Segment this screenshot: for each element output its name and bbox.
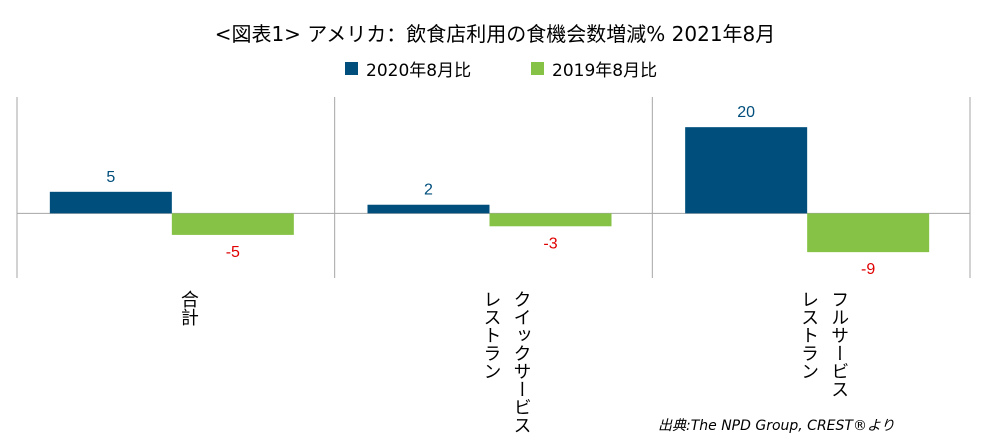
bar-1-2 [367,204,490,214]
bar-2-3 [807,213,930,253]
bar-2-1 [171,213,294,235]
category-label-1: 合計 [177,290,199,326]
data-label-1-2: 2 [424,182,433,199]
legend-item-series-2: 2019年8月比 [531,56,657,81]
category-label-2: クイックサービス レストラン [480,290,532,434]
chart-title: <図表1> アメリカ：飲食店利用の食機会数増減% 2021年8月 [214,22,776,46]
legend-swatch-series-1 [345,62,358,75]
bar-1-3 [685,127,808,214]
data-label-2-2: -3 [543,235,557,252]
data-label-2-1: -5 [226,244,240,261]
source-note: 出典:The NPD Group, CREST®より [658,418,895,434]
data-label-1-3: 20 [737,104,755,121]
bar-2-2 [489,213,612,227]
data-label-1-1: 5 [106,169,115,186]
legend-label-series-1: 2020年8月比 [366,61,472,81]
data-label-2-3: -9 [861,261,875,278]
legend-swatch-series-2 [531,62,544,75]
bar-1-1 [49,191,172,214]
legend-label-series-2: 2019年8月比 [552,61,658,81]
legend-item-series-1: 2020年8月比 [345,56,471,81]
category-label-3: フルサービス レストラン [798,290,850,398]
legend: 2020年8月比 2019年8月比 [0,56,990,81]
